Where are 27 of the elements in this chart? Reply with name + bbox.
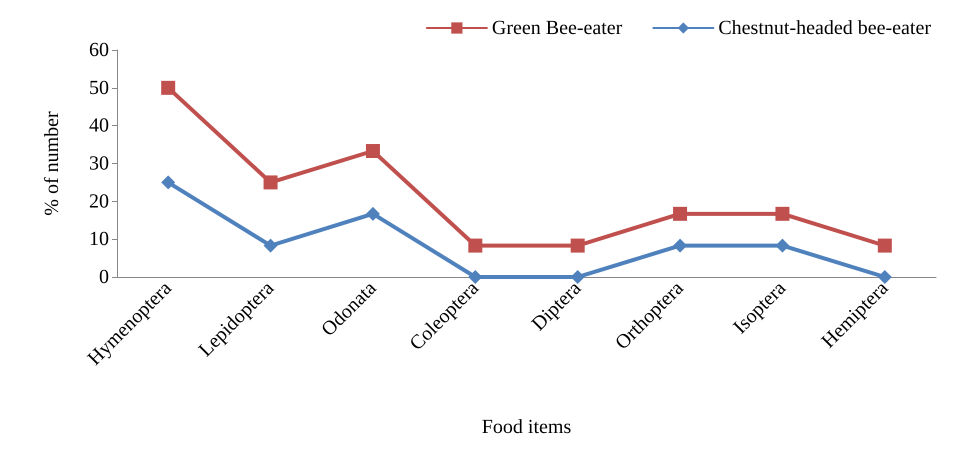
point (775, 206, 790, 221)
x-axis-title: Food items (482, 416, 572, 438)
point (366, 206, 380, 221)
legend-label: Chestnut-headed bee-eater (718, 17, 932, 39)
point (673, 206, 688, 221)
point (878, 238, 892, 253)
point (161, 175, 176, 190)
point (673, 238, 688, 253)
point (264, 175, 278, 190)
point (366, 144, 380, 158)
y-tick-label: 60 (89, 39, 109, 61)
point (570, 270, 585, 284)
y-tick-label: 10 (89, 228, 109, 250)
legend-label: Green Bee-eater (492, 17, 623, 39)
point (468, 270, 482, 284)
y-tick-label: 0 (99, 266, 109, 288)
point (878, 270, 892, 284)
point (161, 80, 176, 95)
point (264, 238, 278, 253)
y-axis-title: % of number (41, 110, 63, 216)
y-tick-label: 30 (89, 152, 109, 174)
point (570, 238, 585, 253)
point (468, 238, 482, 253)
y-tick-label: 50 (89, 76, 109, 99)
y-tick-label: 20 (89, 190, 109, 212)
y-tick-label: 40 (89, 114, 109, 137)
point (775, 238, 790, 253)
